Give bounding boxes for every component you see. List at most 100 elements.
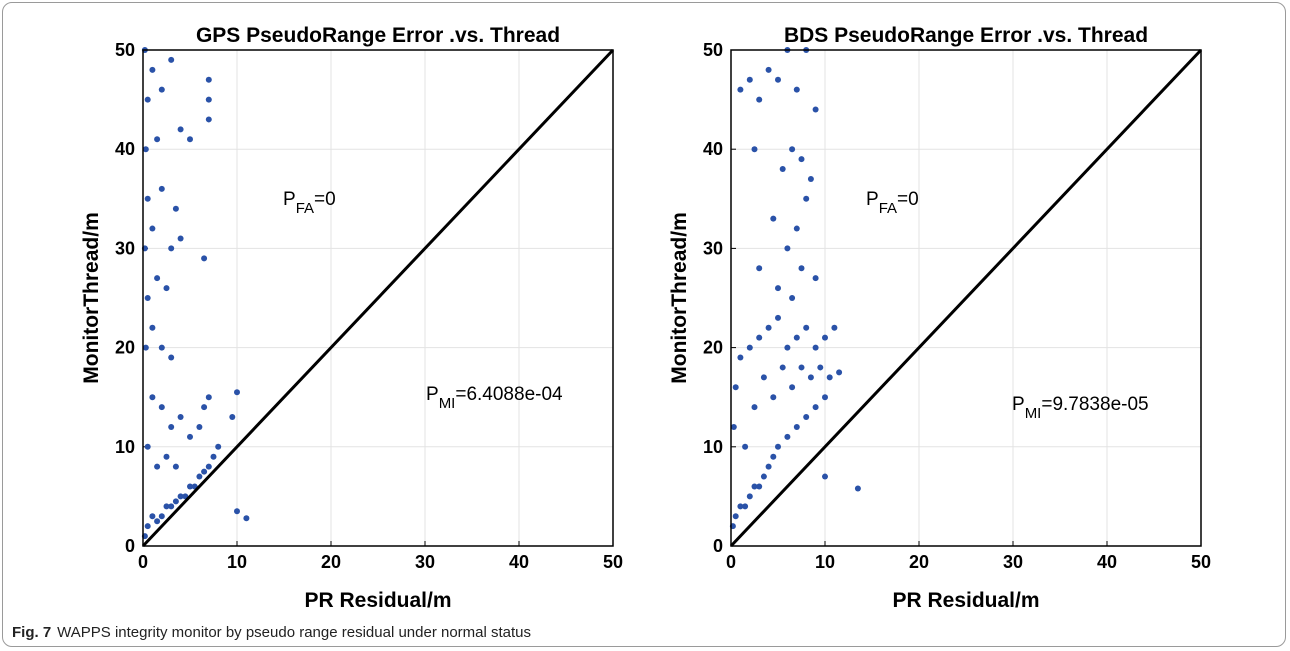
scatter-point bbox=[751, 146, 758, 153]
scatter-point bbox=[149, 513, 156, 520]
scatter-point bbox=[793, 334, 800, 341]
scatter-point bbox=[163, 285, 170, 292]
annotation-tail: =9.7838e-05 bbox=[1041, 394, 1148, 415]
scatter-point bbox=[730, 423, 737, 430]
scatter-point bbox=[789, 384, 796, 391]
annotation: PFA=0 bbox=[866, 189, 919, 217]
scatter-point bbox=[751, 483, 758, 490]
scatter-point bbox=[770, 394, 777, 401]
scatter-point bbox=[172, 205, 179, 212]
y-tick-label: 20 bbox=[703, 338, 723, 358]
scatter-point bbox=[746, 344, 753, 351]
y-tick-label: 30 bbox=[115, 238, 135, 258]
scatter-point bbox=[831, 324, 838, 331]
chart-title: GPS PseudoRange Error .vs. Thread bbox=[196, 24, 560, 47]
annotation: PMI=6.4088e-04 bbox=[426, 384, 563, 412]
scatter-point bbox=[737, 503, 744, 510]
scatter-point bbox=[144, 295, 151, 301]
scatter-point bbox=[803, 414, 810, 421]
scatter-point bbox=[149, 225, 156, 232]
scatter-point bbox=[784, 344, 791, 351]
scatter-point bbox=[756, 96, 763, 103]
scatter-point bbox=[172, 463, 179, 470]
scatter-point bbox=[177, 235, 184, 242]
annotation: PMI=9.7838e-05 bbox=[1012, 394, 1149, 422]
y-tick-label: 10 bbox=[703, 437, 723, 457]
annotation-base: P bbox=[283, 189, 296, 210]
scatter-point bbox=[836, 369, 843, 376]
scatter-point bbox=[163, 453, 170, 460]
y-tick-label: 0 bbox=[125, 536, 135, 556]
scatter-point bbox=[196, 423, 203, 430]
y-tick-label: 40 bbox=[115, 139, 135, 159]
y-axis-label: MonitorThread/m bbox=[668, 212, 691, 384]
scatter-point bbox=[756, 265, 763, 272]
scatter-point bbox=[205, 463, 212, 470]
y-axis-label: MonitorThread/m bbox=[80, 212, 103, 384]
scatter-point bbox=[142, 146, 149, 153]
scatter-point bbox=[177, 126, 184, 133]
x-tick-label: 0 bbox=[138, 552, 148, 572]
scatter-point bbox=[775, 443, 781, 450]
scatter-point bbox=[817, 364, 824, 371]
scatter-point bbox=[196, 473, 203, 480]
scatter-point bbox=[177, 414, 184, 421]
annotation-sub: FA bbox=[296, 200, 314, 217]
scatter-point bbox=[812, 344, 819, 351]
scatter-point bbox=[201, 255, 208, 262]
scatter-point bbox=[205, 76, 212, 83]
x-tick-label: 0 bbox=[726, 552, 736, 572]
scatter-point bbox=[756, 334, 763, 341]
reference-line bbox=[141, 48, 615, 548]
scatter-point bbox=[187, 136, 193, 143]
scatter-point bbox=[201, 404, 208, 411]
scatter-point bbox=[234, 389, 240, 396]
scatter-point bbox=[737, 86, 744, 93]
scatter-point bbox=[215, 443, 222, 450]
scatter-point bbox=[807, 175, 814, 182]
caption-label: Fig. 7 bbox=[12, 624, 52, 641]
scatter-point bbox=[822, 334, 828, 341]
scatter-point bbox=[234, 508, 240, 515]
reference-line bbox=[729, 48, 1203, 548]
scatter-point bbox=[803, 195, 810, 202]
x-tick-label: 50 bbox=[603, 552, 623, 572]
annotation-base: P bbox=[866, 189, 879, 210]
chart-title: BDS PseudoRange Error .vs. Thread bbox=[784, 24, 1148, 47]
scatter-point bbox=[732, 384, 739, 391]
scatter-point bbox=[142, 344, 149, 351]
scatter-point bbox=[793, 86, 800, 93]
y-tick-label: 30 bbox=[703, 238, 723, 258]
annotation-base: P bbox=[1012, 394, 1025, 415]
scatter-point bbox=[187, 433, 193, 440]
scatter-point bbox=[807, 374, 814, 381]
scatter-point bbox=[149, 66, 156, 73]
scatter-point bbox=[765, 463, 772, 470]
scatter-point bbox=[168, 503, 175, 510]
scatter-point bbox=[154, 275, 161, 282]
caption-text: WAPPS integrity monitor by pseudo range … bbox=[57, 624, 532, 641]
annotation-tail: =6.4088e-04 bbox=[455, 384, 563, 405]
scatter-point bbox=[229, 414, 236, 421]
scatter-point bbox=[779, 166, 786, 173]
x-tick-label: 40 bbox=[509, 552, 529, 572]
scatter-point bbox=[775, 76, 781, 83]
annotation-tail: =0 bbox=[897, 189, 919, 210]
scatter-point bbox=[168, 56, 175, 63]
scatter-point bbox=[144, 523, 151, 530]
scatter-point bbox=[210, 453, 217, 460]
scatter-point bbox=[187, 483, 193, 490]
scatter-point bbox=[205, 116, 212, 123]
annotation-sub: MI bbox=[1025, 405, 1042, 422]
scatter-point bbox=[822, 394, 828, 401]
annotation: PFA=0 bbox=[283, 189, 336, 217]
y-tick-label: 0 bbox=[713, 536, 723, 556]
scatter-point bbox=[205, 394, 212, 401]
scatter-point bbox=[812, 106, 819, 113]
scatter-point bbox=[812, 404, 819, 411]
scatter-point bbox=[158, 86, 165, 93]
scatter-point bbox=[793, 423, 800, 430]
scatter-point bbox=[779, 364, 786, 371]
scatter-point bbox=[775, 314, 781, 321]
